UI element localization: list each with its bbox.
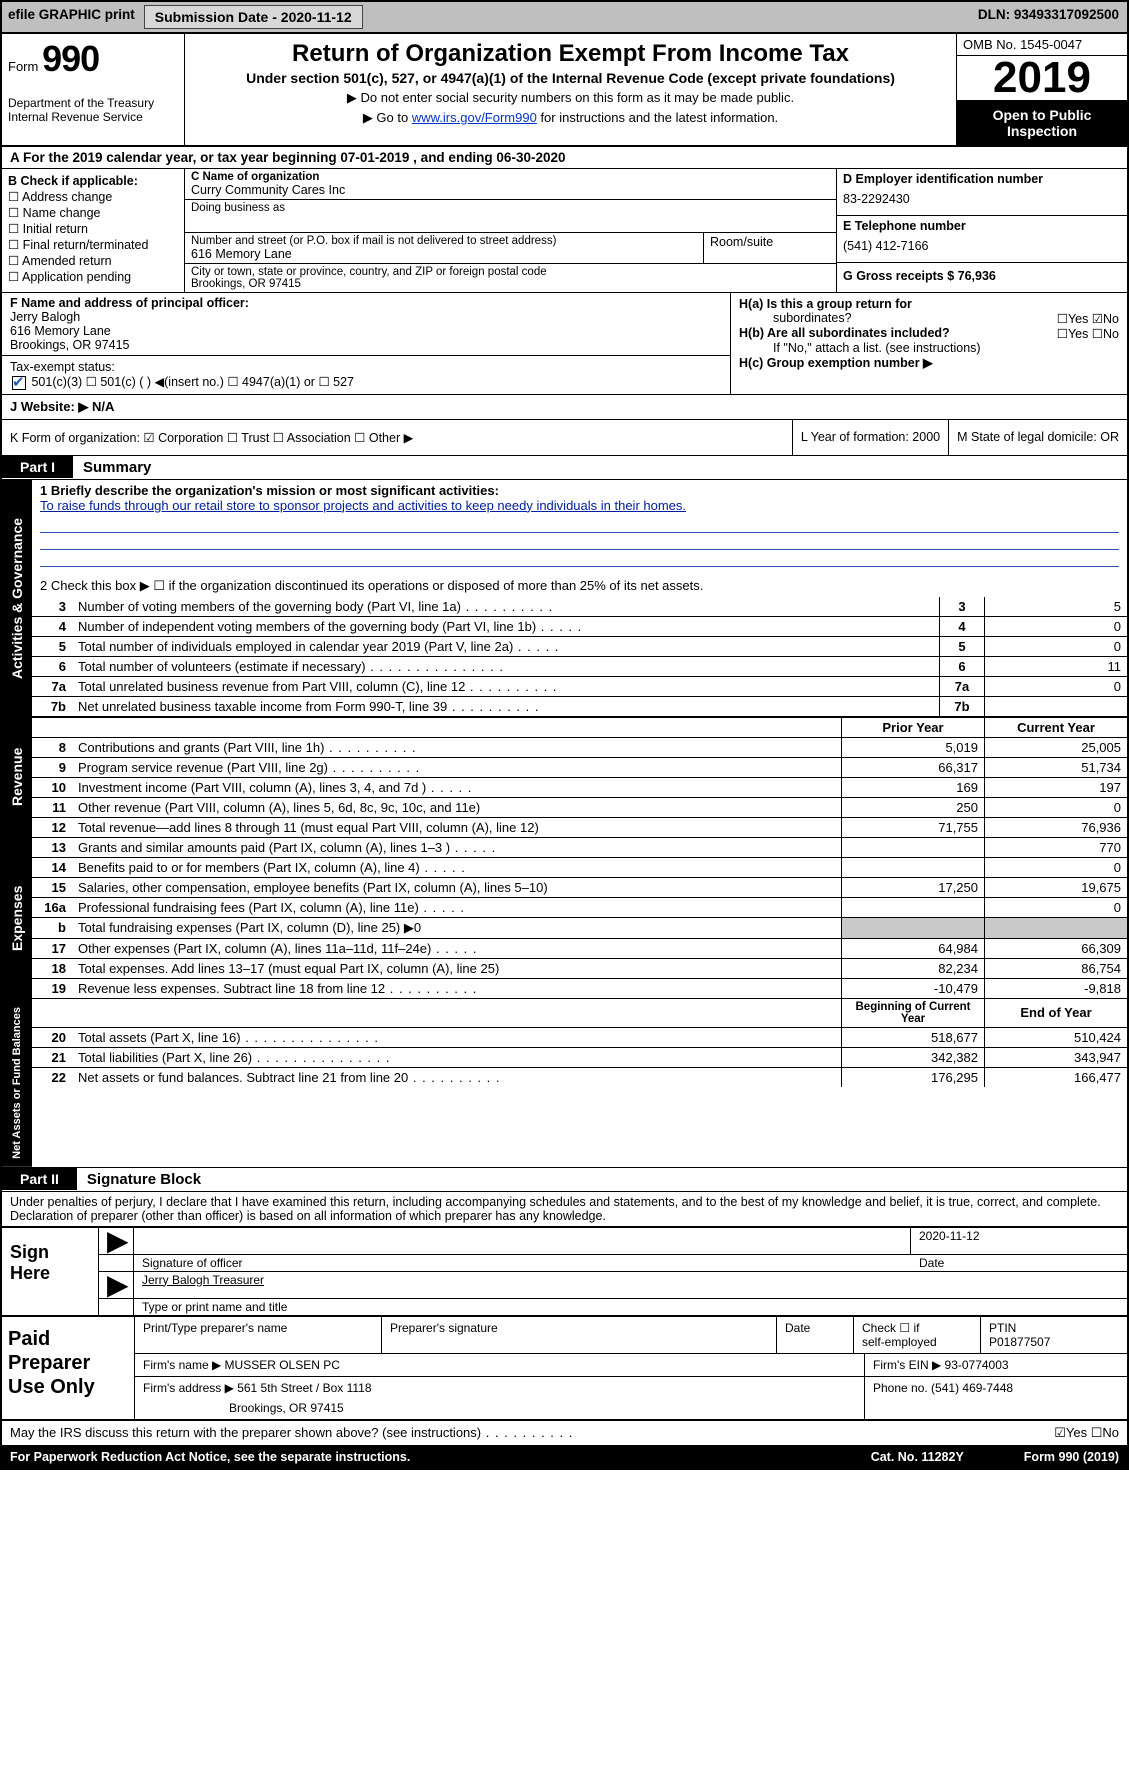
addr-label: Number and street (or P.O. box if mail i… xyxy=(191,235,697,247)
instructions-link[interactable]: www.irs.gov/Form990 xyxy=(412,110,537,125)
prep-name-label: Print/Type preparer's name xyxy=(135,1317,382,1353)
footer-right: Form 990 (2019) xyxy=(1024,1450,1119,1464)
firm-addr2: Brookings, OR 97415 xyxy=(229,1401,856,1415)
officer-name: Jerry Balogh xyxy=(10,310,722,324)
name-label: C Name of organization xyxy=(191,171,830,183)
sidebar-governance: Activities & Governance xyxy=(2,480,32,716)
cb-address-change[interactable]: ☐ Address change xyxy=(8,189,178,204)
dept-line1: Department of the Treasury xyxy=(8,96,178,110)
self-emp-1[interactable]: Check ☐ if xyxy=(862,1321,972,1335)
firm-addr1: Firm's address ▶ 561 5th Street / Box 11… xyxy=(143,1381,856,1395)
footer-left: For Paperwork Reduction Act Notice, see … xyxy=(10,1450,410,1464)
sign-name-val: Jerry Balogh Treasurer xyxy=(134,1272,1127,1298)
sign-date-label: Date xyxy=(911,1255,1127,1271)
sig-officer-label: Signature of officer xyxy=(134,1255,911,1271)
open-public-1: Open to Public xyxy=(961,107,1123,123)
dln-label: DLN: 93493317092500 xyxy=(970,2,1127,32)
box-b-check-applicable: B Check if applicable: ☐ Address change … xyxy=(2,169,185,292)
top-toolbar: efile GRAPHIC print Submission Date - 20… xyxy=(2,2,1127,34)
firm-name: Firm's name ▶ MUSSER OLSEN PC xyxy=(135,1354,865,1376)
room-suite: Room/suite xyxy=(703,233,836,263)
website-row: J Website: ▶ N/A xyxy=(2,395,1127,420)
submission-date-button[interactable]: Submission Date - 2020-11-12 xyxy=(144,5,363,29)
mission-blank-line xyxy=(40,550,1119,567)
city-val: Brookings, OR 97415 xyxy=(191,278,830,290)
discuss-text: May the IRS discuss this return with the… xyxy=(10,1425,573,1441)
part2-label: Part II xyxy=(2,1168,77,1190)
year-of-formation: L Year of formation: 2000 xyxy=(792,420,949,455)
ptin-val: P01877507 xyxy=(989,1335,1119,1349)
firm-phone: Phone no. (541) 469-7448 xyxy=(865,1377,1127,1419)
note2-pre: ▶ Go to xyxy=(363,110,412,125)
ha-sub: subordinates? xyxy=(773,311,852,326)
tax-exempt-label: Tax-exempt status: xyxy=(10,360,115,374)
officer-addr2: Brookings, OR 97415 xyxy=(10,338,722,352)
form-header: Form 990 Department of the Treasury Inte… xyxy=(2,34,1127,147)
footer-mid: Cat. No. 11282Y xyxy=(871,1450,964,1464)
ein-label: D Employer identification number xyxy=(843,172,1121,186)
sidebar-expenses: Expenses xyxy=(2,838,32,998)
cb-final-return[interactable]: ☐ Final return/terminated xyxy=(8,237,178,252)
part1-title: Summary xyxy=(73,456,161,479)
cb-501c3[interactable] xyxy=(12,376,26,390)
state-domicile: M State of legal domicile: OR xyxy=(949,420,1127,455)
cb-amended-return[interactable]: ☐ Amended return xyxy=(8,253,178,268)
ha-yn[interactable]: ☐Yes ☑No xyxy=(1057,311,1119,326)
form-note1: ▶ Do not enter social security numbers o… xyxy=(195,90,946,106)
paid-preparer-label: Paid Preparer Use Only xyxy=(2,1317,135,1419)
hb-yn[interactable]: ☐Yes ☐No xyxy=(1057,326,1119,341)
prep-sig-label: Preparer's signature xyxy=(382,1317,777,1353)
hc-label: H(c) Group exemption number ▶ xyxy=(739,355,1119,370)
firm-ein: Firm's EIN ▶ 93-0774003 xyxy=(865,1354,1127,1376)
hb-note: If "No," attach a list. (see instruction… xyxy=(773,341,1119,355)
gross-receipts: G Gross receipts $ 76,936 xyxy=(843,269,996,283)
sign-date-val: 2020-11-12 xyxy=(910,1228,1127,1254)
addr-val: 616 Memory Lane xyxy=(191,247,697,261)
form-number: 990 xyxy=(42,38,99,79)
tel-val: (541) 412-7166 xyxy=(843,233,1121,259)
self-emp-2: self-employed xyxy=(862,1335,972,1349)
ein-val: 83-2292430 xyxy=(843,186,1121,212)
form-title: Return of Organization Exempt From Incom… xyxy=(195,40,946,68)
part2-title: Signature Block xyxy=(77,1168,211,1191)
sign-name-label: Type or print name and title xyxy=(134,1299,295,1315)
form-word: Form xyxy=(8,59,38,74)
row-a-tax-year: A For the 2019 calendar year, or tax yea… xyxy=(2,147,1127,169)
city-label: City or town, state or province, country… xyxy=(191,266,830,278)
ha-label: H(a) Is this a group return for xyxy=(739,297,912,311)
box-b-title: B Check if applicable: xyxy=(8,174,178,188)
cb-initial-return[interactable]: ☐ Initial return xyxy=(8,221,178,236)
mission-text: To raise funds through our retail store … xyxy=(40,498,686,513)
line1-label: 1 Briefly describe the organization's mi… xyxy=(40,483,499,498)
ptin-label: PTIN xyxy=(989,1321,1119,1335)
sign-here-label: Sign Here xyxy=(2,1228,99,1315)
efile-graphic-label: efile GRAPHIC print xyxy=(2,2,141,32)
org-name: Curry Community Cares Inc xyxy=(191,183,830,197)
form-of-org: K Form of organization: ☑ Corporation ☐ … xyxy=(2,420,792,455)
sidebar-net-assets: Net Assets or Fund Balances xyxy=(2,999,32,1167)
sidebar-revenue: Revenue xyxy=(2,717,32,837)
officer-addr1: 616 Memory Lane xyxy=(10,324,722,338)
part1-label: Part I xyxy=(2,456,73,478)
discuss-yn[interactable]: ☑Yes ☐No xyxy=(1054,1425,1119,1441)
mission-blank-line xyxy=(40,533,1119,550)
cb-name-change[interactable]: ☐ Name change xyxy=(8,205,178,220)
dba-label: Doing business as xyxy=(191,202,830,214)
form-subtitle: Under section 501(c), 527, or 4947(a)(1)… xyxy=(195,70,946,86)
tax-exempt-opts: 501(c)(3) ☐ 501(c) ( ) ◀(insert no.) ☐ 4… xyxy=(31,375,354,389)
penalties-text: Under penalties of perjury, I declare th… xyxy=(2,1192,1127,1227)
tax-year: 2019 xyxy=(957,56,1127,101)
officer-label: F Name and address of principal officer: xyxy=(10,296,722,310)
tel-label: E Telephone number xyxy=(843,219,1121,233)
line2-check: 2 Check this box ▶ ☐ if the organization… xyxy=(32,575,1127,597)
hb-label: H(b) Are all subordinates included? xyxy=(739,326,950,341)
note2-post: for instructions and the latest informat… xyxy=(537,110,778,125)
cb-application-pending[interactable]: ☐ Application pending xyxy=(8,269,178,284)
prep-date-label: Date xyxy=(777,1317,854,1353)
open-public-2: Inspection xyxy=(961,123,1123,139)
dept-line2: Internal Revenue Service xyxy=(8,110,178,124)
mission-blank-line xyxy=(40,516,1119,533)
